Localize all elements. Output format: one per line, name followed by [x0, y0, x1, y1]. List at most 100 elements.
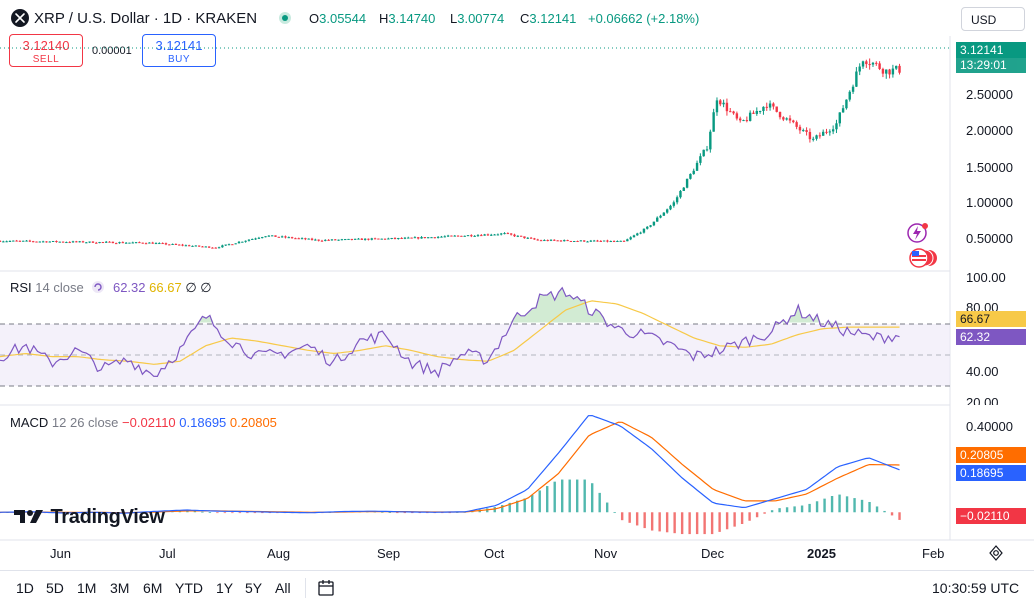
symbol-title[interactable]: XRP / U.S. Dollar · 1D · KRAKEN	[34, 10, 258, 27]
sell-button[interactable]: 3.12140 SELL	[9, 34, 83, 67]
candle-body	[307, 238, 310, 240]
chart-canvas[interactable]	[0, 0, 1034, 570]
candle-body	[483, 234, 486, 236]
range-button-1d[interactable]: 1D	[16, 580, 34, 596]
range-button-6m[interactable]: 6M	[143, 580, 163, 596]
candle-body	[470, 235, 473, 237]
candle-body	[815, 135, 818, 139]
macd-histogram-bar	[553, 481, 556, 513]
range-button-1y[interactable]: 1Y	[216, 580, 234, 596]
macd-histogram-bar	[388, 512, 391, 513]
candle-body	[105, 241, 108, 243]
candle-body	[559, 240, 563, 242]
candle-body	[423, 237, 427, 239]
ohlc-change-value: +0.06662 (+2.18%)	[588, 11, 700, 26]
macd-histogram-bar	[531, 494, 534, 513]
macd-legend[interactable]: MACD 12 26 close −0.02110 0.18695 0.2080…	[10, 415, 277, 430]
candle-body	[450, 235, 453, 237]
rsi-legend[interactable]: RSI 14 close 62.32 66.67 ∅ ∅	[10, 280, 212, 296]
candle-body	[586, 241, 589, 243]
macd-histogram-bar	[748, 512, 751, 521]
candle-body	[699, 156, 702, 163]
candle-body	[792, 120, 795, 123]
us-flag-icon[interactable]	[909, 248, 937, 268]
candle-body	[632, 235, 636, 238]
rsi-axis-label: 100.00	[966, 270, 1006, 285]
range-button-3m[interactable]: 3M	[110, 580, 130, 596]
clock-time[interactable]: 10:30:59 UTC	[932, 580, 1020, 596]
tradingview-logo[interactable]: TradingView	[12, 506, 165, 529]
candle-body	[818, 135, 822, 137]
macd-histogram-bar	[658, 512, 661, 532]
macd-histogram-bar	[845, 496, 849, 513]
macd-histogram-bar	[238, 512, 242, 514]
bolt-icon[interactable]	[907, 223, 928, 243]
price-label: 1.50000	[966, 160, 1013, 175]
rsi-ma-value: 66.67	[149, 280, 182, 295]
candle-body	[68, 242, 71, 244]
range-button-1m[interactable]: 1M	[77, 580, 97, 596]
candle-body	[15, 240, 18, 242]
candle-body	[440, 236, 443, 238]
candle-body	[772, 103, 775, 107]
chart-header: XRP / U.S. Dollar · 1D · KRAKEN O3.05544…	[0, 0, 1034, 36]
candle-body	[835, 123, 838, 130]
candle-body	[410, 237, 413, 239]
macd-histogram-bar	[186, 510, 189, 513]
macd-histogram-bar	[598, 492, 601, 513]
range-button-all[interactable]: All	[275, 580, 291, 596]
range-button-5d[interactable]: 5D	[46, 580, 64, 596]
candle-body	[885, 69, 888, 74]
candle-body	[685, 178, 689, 188]
candle-body	[164, 243, 168, 245]
candle-body	[158, 243, 161, 245]
candle-body	[745, 120, 749, 122]
candle-body	[563, 240, 566, 242]
ohlc-open: O3.05544	[309, 11, 366, 26]
candle-body	[446, 235, 450, 237]
candle-body	[768, 103, 772, 108]
macd-histogram-bar	[793, 506, 796, 513]
settings-icon[interactable]	[988, 545, 1004, 561]
candle-body	[420, 237, 423, 239]
macd-histogram-tag: −0.02110	[956, 508, 1026, 524]
candle-body	[875, 62, 878, 64]
ohlc-low-key: L	[450, 11, 458, 26]
candle-body	[403, 237, 407, 239]
macd-layer	[0, 414, 901, 535]
candle-body	[78, 241, 81, 243]
range-button-ytd[interactable]: YTD	[175, 580, 203, 596]
tradingview-logo-text: TradingView	[50, 506, 165, 528]
range-button-5y[interactable]: 5Y	[245, 580, 263, 596]
candle-body	[314, 239, 317, 241]
candle-body	[808, 131, 812, 140]
date-range-icon[interactable]	[316, 578, 336, 598]
sell-price: 3.12140	[22, 38, 70, 53]
rsi-settings-icon[interactable]	[90, 280, 106, 294]
candle-body	[151, 242, 154, 244]
candle-body	[181, 244, 184, 246]
candle-body	[878, 63, 881, 69]
time-label: Sep	[377, 546, 401, 561]
candle-body	[480, 235, 483, 237]
macd-histogram-bar	[508, 502, 511, 513]
candle-body	[861, 61, 865, 67]
buy-button[interactable]: 3.12141 BUY	[142, 34, 216, 67]
candle-body	[340, 239, 344, 241]
time-label: Aug	[267, 546, 291, 561]
ohlc-low-value: 3.00774	[457, 11, 505, 26]
macd-histogram-bar	[516, 500, 519, 513]
candle-body	[788, 118, 792, 121]
candle-body	[490, 234, 493, 236]
candle-body	[496, 234, 500, 236]
candle-body	[247, 239, 251, 241]
candle-body	[675, 197, 679, 203]
candle-body	[144, 243, 148, 245]
market-status-icon[interactable]	[279, 12, 291, 24]
candle-body	[566, 240, 569, 242]
currency-selector[interactable]: USD	[961, 7, 1025, 31]
candle-body	[649, 225, 652, 227]
macd-histogram-bar	[673, 512, 676, 534]
candle-body	[370, 238, 373, 240]
macd-histogram-bar	[808, 503, 811, 513]
